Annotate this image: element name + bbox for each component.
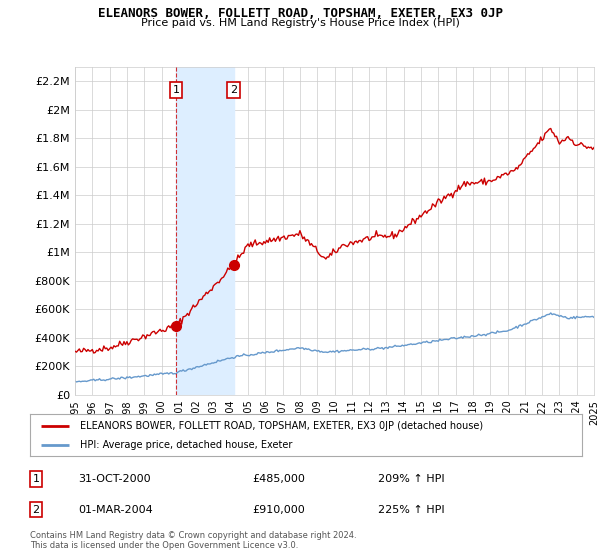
- Text: ELEANORS BOWER, FOLLETT ROAD, TOPSHAM, EXETER, EX3 0JP: ELEANORS BOWER, FOLLETT ROAD, TOPSHAM, E…: [97, 7, 503, 20]
- Text: Price paid vs. HM Land Registry's House Price Index (HPI): Price paid vs. HM Land Registry's House …: [140, 18, 460, 28]
- Text: Contains HM Land Registry data © Crown copyright and database right 2024.
This d: Contains HM Land Registry data © Crown c…: [30, 531, 356, 550]
- Text: 225% ↑ HPI: 225% ↑ HPI: [378, 505, 445, 515]
- Text: 2: 2: [230, 85, 237, 95]
- Text: 209% ↑ HPI: 209% ↑ HPI: [378, 474, 445, 484]
- Text: 31-OCT-2000: 31-OCT-2000: [78, 474, 151, 484]
- Bar: [176, 67, 233, 395]
- Text: 1: 1: [32, 474, 40, 484]
- Text: ELEANORS BOWER, FOLLETT ROAD, TOPSHAM, EXETER, EX3 0JP (detached house): ELEANORS BOWER, FOLLETT ROAD, TOPSHAM, E…: [80, 421, 483, 431]
- Text: £910,000: £910,000: [252, 505, 305, 515]
- Text: £485,000: £485,000: [252, 474, 305, 484]
- Text: 2: 2: [32, 505, 40, 515]
- Text: 01-MAR-2004: 01-MAR-2004: [78, 505, 153, 515]
- Text: 1: 1: [172, 85, 179, 95]
- Text: HPI: Average price, detached house, Exeter: HPI: Average price, detached house, Exet…: [80, 440, 292, 450]
